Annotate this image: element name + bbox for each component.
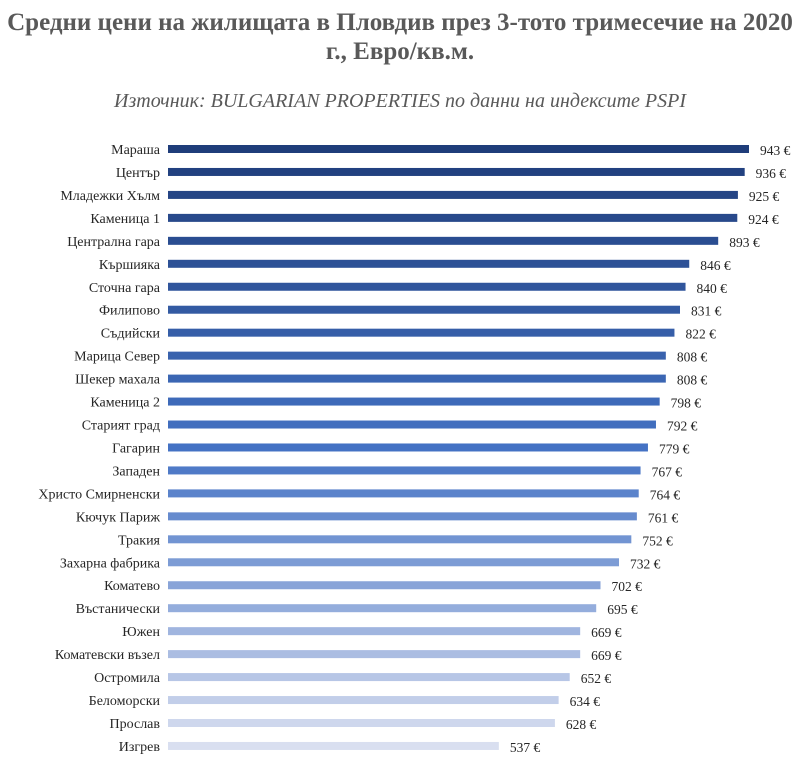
data-label: 669 € [591, 648, 622, 663]
data-label: 808 € [677, 373, 708, 388]
category-label: Каменица 1 [90, 212, 160, 227]
chart-subtitle: Източник: BULGARIAN PROPERTIES по данни … [114, 90, 686, 112]
bar [168, 719, 555, 727]
category-label: Христо Смирненски [38, 487, 160, 502]
bar [168, 145, 749, 153]
bar [168, 673, 570, 682]
data-label: 831 € [691, 304, 722, 319]
data-label: 537 € [510, 740, 541, 755]
category-label: Гагарин [112, 441, 160, 456]
data-label: 925 € [749, 189, 780, 204]
bar [168, 466, 641, 475]
bar [168, 558, 619, 567]
data-label: 752 € [642, 533, 673, 548]
bar [168, 420, 656, 429]
category-label: Изгрев [119, 740, 161, 755]
category-label: Тракия [118, 533, 161, 548]
data-label: 924 € [748, 212, 779, 227]
category-label: Южен [122, 625, 160, 640]
bar [168, 259, 690, 268]
data-label: 808 € [677, 350, 708, 365]
bar [168, 236, 719, 245]
bar [168, 535, 632, 544]
category-label: Старият град [82, 419, 160, 434]
data-label: 840 € [697, 281, 728, 296]
data-label: 936 € [756, 166, 787, 181]
data-label: 669 € [591, 625, 622, 640]
data-label: 893 € [729, 235, 760, 250]
data-label: 779 € [659, 441, 690, 456]
category-label: Остромила [94, 671, 161, 686]
category-label: Беломорски [89, 694, 161, 709]
bar [168, 190, 738, 199]
bar [168, 581, 601, 590]
bar [168, 489, 639, 498]
data-label: 798 € [671, 396, 702, 411]
data-label: 702 € [612, 579, 643, 594]
category-label: Централна гара [67, 235, 161, 250]
category-label: Кършияка [99, 258, 161, 273]
data-label: 822 € [685, 327, 716, 342]
category-label: Въстанически [76, 602, 161, 617]
data-label: 634 € [570, 694, 601, 709]
bar [168, 627, 581, 636]
bar [168, 650, 581, 659]
category-label: Кючук Париж [76, 510, 160, 525]
data-label: 767 € [652, 464, 683, 479]
category-label: Марица Север [74, 350, 160, 365]
data-label: 792 € [667, 419, 698, 434]
category-label: Западен [112, 464, 160, 479]
bar [168, 741, 499, 750]
data-label: 764 € [650, 487, 681, 502]
bar [168, 167, 745, 176]
bar [168, 328, 675, 337]
category-label: Прослав [110, 717, 161, 732]
bar [168, 351, 666, 360]
category-label: Каменица 2 [90, 396, 160, 411]
bar [168, 696, 559, 705]
category-label: Захарна фабрика [60, 556, 161, 571]
data-label: 695 € [607, 602, 638, 617]
category-label: Коматево [104, 579, 160, 594]
category-label: Сточна гара [89, 281, 161, 296]
category-label: Мараша [111, 143, 161, 158]
category-label: Център [116, 166, 160, 181]
bar [168, 604, 597, 613]
data-label: 732 € [630, 556, 661, 571]
bar [168, 397, 660, 406]
category-label: Коматевски възел [55, 648, 160, 663]
category-label: Шекер махала [75, 373, 161, 388]
bar [168, 282, 686, 291]
chart-title: Средни цени на жилищата в Пловдив през 3… [7, 9, 793, 65]
category-label: Съдийски [101, 327, 161, 342]
data-label: 761 € [648, 510, 679, 525]
data-label: 652 € [581, 671, 612, 686]
bar [168, 443, 648, 452]
category-label: Младежки Хълм [60, 189, 160, 204]
bar [168, 512, 637, 521]
bar [168, 374, 666, 383]
data-label: 943 € [760, 143, 791, 158]
category-label: Филипово [99, 304, 160, 319]
bar [168, 213, 738, 222]
data-label: 628 € [566, 717, 597, 732]
data-label: 846 € [700, 258, 731, 273]
bar [168, 305, 680, 314]
